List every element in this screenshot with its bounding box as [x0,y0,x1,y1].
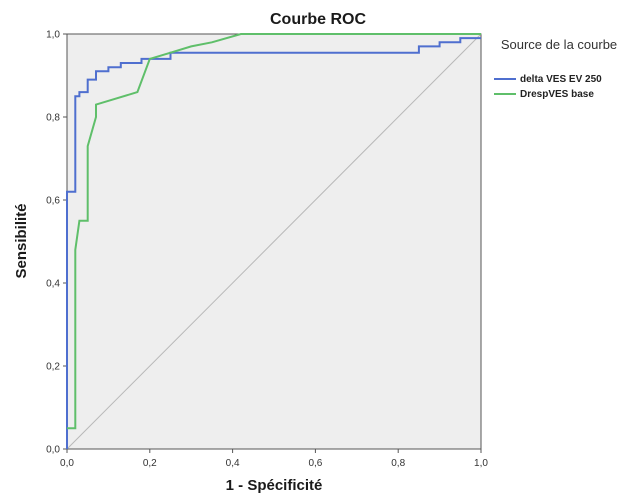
y-axis-label: Sensibilité [13,203,30,278]
y-tick-label: 0,6 [46,196,60,207]
legend-swatch-dresp-ves [494,93,516,95]
legend-title: Source de la courbe [500,37,618,52]
diagonal-reference-line [66,33,482,450]
x-tick-label: 1,0 [474,458,488,469]
roc-line-dresp-ves [67,33,481,430]
series-lines [66,33,481,449]
legend-item-dresp-ves: DrespVES base [494,88,594,100]
x-tick-label: 0,2 [143,458,157,469]
chart-title: Courbe ROC [270,11,366,28]
x-axis-ticks: 0,0 0,2 0,4 0,6 0,8 1,0 [60,449,488,469]
y-tick-label: 0,2 [46,362,60,373]
legend-swatch-delta-ves [494,78,516,80]
legend-label-delta-ves: delta VES EV 250 [520,73,602,85]
legend-item-delta-ves: delta VES EV 250 [494,73,602,85]
y-tick-label: 1,0 [46,30,60,41]
y-axis-ticks: 0,0 0,2 0,4 0,6 0,8 1,0 [46,30,67,456]
y-tick-label: 0,0 [46,445,60,456]
x-tick-label: 0,6 [308,458,322,469]
legend-label-dresp-ves: DrespVES base [520,88,594,100]
roc-line-delta-ves [66,37,481,449]
y-tick-label: 0,4 [46,279,60,290]
x-axis-label: 1 - Spécificité [226,477,323,494]
y-tick-label: 0,8 [46,113,60,124]
x-tick-label: 0,8 [391,458,405,469]
x-tick-label: 0,4 [226,458,240,469]
x-tick-label: 0,0 [60,458,74,469]
